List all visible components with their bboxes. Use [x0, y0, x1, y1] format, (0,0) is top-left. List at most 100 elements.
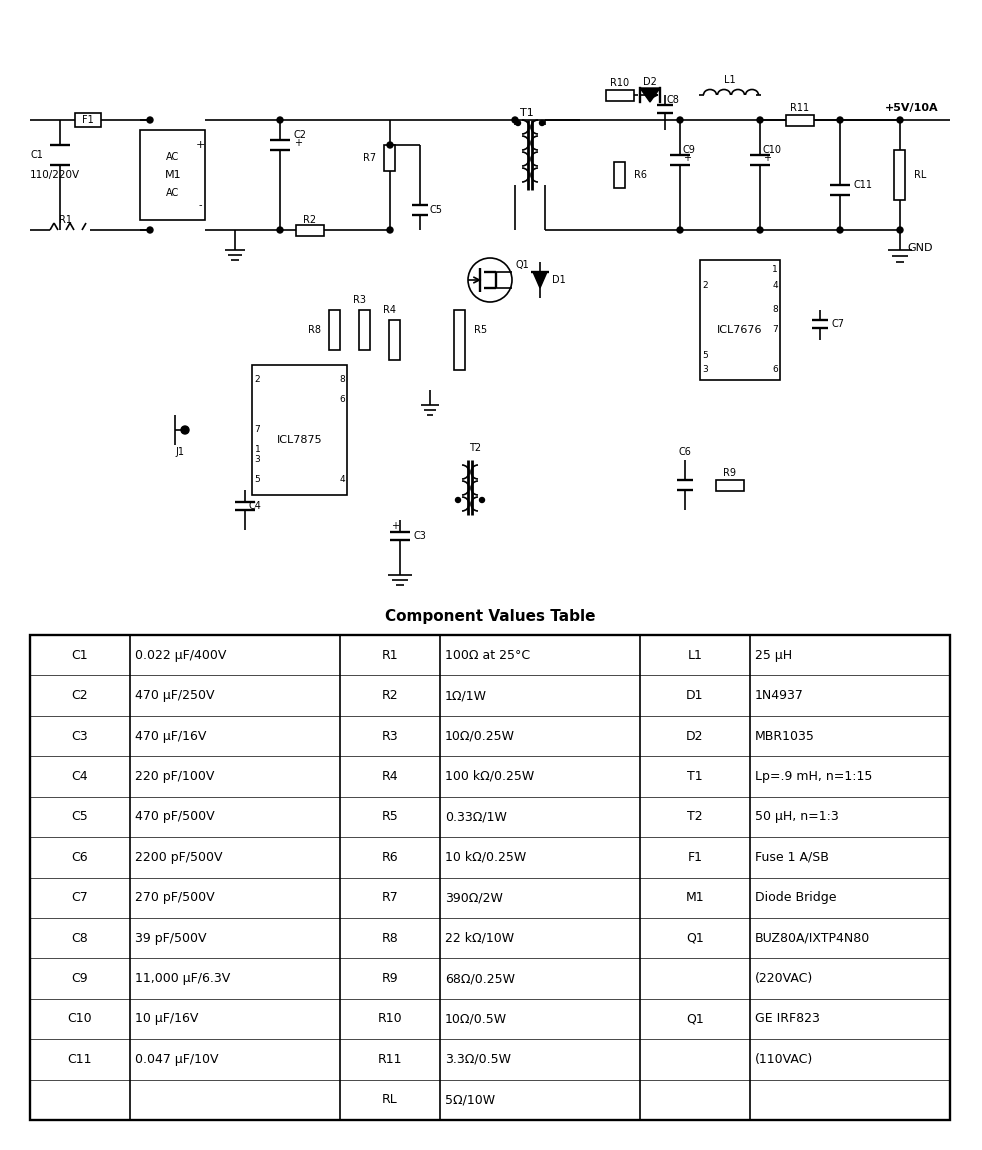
Circle shape: [456, 498, 461, 503]
Circle shape: [539, 121, 544, 125]
Text: 110/220V: 110/220V: [30, 170, 81, 181]
Text: R6: R6: [634, 170, 647, 181]
Text: C7: C7: [832, 319, 845, 329]
Text: C11: C11: [854, 181, 873, 190]
Text: Fuse 1 A/SB: Fuse 1 A/SB: [755, 851, 829, 864]
Text: 0.022 μF/400V: 0.022 μF/400V: [135, 649, 227, 661]
Circle shape: [897, 117, 903, 123]
Text: C7: C7: [72, 891, 88, 904]
Text: R1: R1: [382, 649, 399, 661]
Text: GE IRF823: GE IRF823: [755, 1012, 820, 1026]
Text: C10: C10: [763, 145, 782, 155]
Text: L1: L1: [687, 649, 702, 661]
Text: 39 pF/500V: 39 pF/500V: [135, 932, 206, 944]
Text: 2: 2: [702, 281, 708, 290]
Text: R10: R10: [378, 1012, 403, 1026]
Text: -: -: [198, 200, 202, 210]
Text: +: +: [683, 153, 691, 163]
Polygon shape: [533, 273, 547, 288]
Text: 0.33Ω/1W: 0.33Ω/1W: [445, 811, 507, 823]
Text: C11: C11: [68, 1053, 92, 1066]
Text: ICL7875: ICL7875: [277, 435, 323, 445]
Text: T2: T2: [687, 811, 703, 823]
Text: M1: M1: [685, 891, 704, 904]
Circle shape: [757, 227, 763, 233]
Text: 470 pF/500V: 470 pF/500V: [135, 811, 215, 823]
Text: 5Ω/10W: 5Ω/10W: [445, 1094, 495, 1106]
Text: R8: R8: [308, 325, 321, 335]
Circle shape: [837, 227, 843, 233]
Text: Diode Bridge: Diode Bridge: [755, 891, 837, 904]
Text: 10Ω/0.25W: 10Ω/0.25W: [445, 729, 515, 743]
Text: 470 μF/250V: 470 μF/250V: [135, 689, 214, 703]
Text: C6: C6: [679, 447, 691, 457]
Text: MBR1035: MBR1035: [755, 729, 815, 743]
Text: RL: RL: [382, 1094, 398, 1106]
Text: 7: 7: [772, 325, 778, 335]
Text: D1: D1: [686, 689, 704, 703]
Text: R3: R3: [354, 296, 366, 305]
Text: R11: R11: [791, 104, 809, 113]
Text: C3: C3: [414, 531, 427, 540]
Text: 5: 5: [254, 475, 260, 484]
Text: C2: C2: [294, 130, 307, 140]
Text: 10Ω/0.5W: 10Ω/0.5W: [445, 1012, 507, 1026]
Text: R6: R6: [382, 851, 399, 864]
Bar: [700, 260, 780, 380]
Text: 3: 3: [254, 455, 260, 465]
Text: C4: C4: [72, 770, 88, 783]
Text: 6: 6: [772, 366, 778, 375]
Text: R9: R9: [724, 468, 736, 478]
Text: R3: R3: [382, 729, 399, 743]
Text: C9: C9: [683, 145, 696, 155]
Bar: [385, 145, 396, 171]
Text: 0.047 μF/10V: 0.047 μF/10V: [135, 1053, 219, 1066]
Text: 8: 8: [340, 376, 346, 384]
Text: T2: T2: [469, 443, 481, 453]
Circle shape: [387, 141, 393, 148]
Circle shape: [277, 227, 283, 233]
Text: 22 kΩ/10W: 22 kΩ/10W: [445, 932, 515, 944]
Text: 100 kΩ/0.25W: 100 kΩ/0.25W: [445, 770, 534, 783]
Bar: [455, 310, 465, 370]
Circle shape: [837, 117, 843, 123]
Text: L1: L1: [724, 75, 736, 85]
Text: R4: R4: [384, 305, 397, 315]
Text: 7: 7: [254, 426, 260, 435]
Text: R2: R2: [382, 689, 399, 703]
Text: D1: D1: [552, 275, 566, 285]
Circle shape: [512, 117, 518, 123]
Bar: [716, 480, 744, 491]
Text: 25 μH: 25 μH: [755, 649, 792, 661]
Text: R4: R4: [382, 770, 399, 783]
Text: BUZ80A/IXTP4N80: BUZ80A/IXTP4N80: [755, 932, 870, 944]
Text: 4: 4: [340, 475, 346, 484]
Text: +5V/10A: +5V/10A: [885, 104, 939, 113]
Text: R7: R7: [382, 891, 399, 904]
Text: 1N4937: 1N4937: [755, 689, 804, 703]
Text: T1: T1: [687, 770, 703, 783]
Text: C4: C4: [249, 501, 262, 511]
Text: Q1: Q1: [686, 932, 704, 944]
Circle shape: [277, 117, 283, 123]
Text: R1: R1: [59, 215, 72, 225]
Bar: [30, 635, 950, 1120]
Text: C5: C5: [430, 205, 443, 215]
Text: 8: 8: [772, 306, 778, 314]
Text: C1: C1: [72, 649, 88, 661]
Text: 2200 pF/500V: 2200 pF/500V: [135, 851, 223, 864]
Text: 100Ω at 25°C: 100Ω at 25°C: [445, 649, 530, 661]
Text: C9: C9: [72, 972, 88, 986]
Circle shape: [897, 227, 903, 233]
Text: C3: C3: [72, 729, 88, 743]
Text: 1: 1: [772, 266, 778, 275]
Circle shape: [677, 117, 683, 123]
Text: (110VAC): (110VAC): [755, 1053, 813, 1066]
Text: 3: 3: [702, 366, 708, 375]
Bar: [330, 310, 341, 350]
Bar: [140, 130, 205, 220]
Text: Lp=.9 mH, n=1:15: Lp=.9 mH, n=1:15: [755, 770, 872, 783]
Text: Q1: Q1: [516, 260, 529, 270]
Text: 270 pF/500V: 270 pF/500V: [135, 891, 215, 904]
Text: 1Ω/1W: 1Ω/1W: [445, 689, 487, 703]
